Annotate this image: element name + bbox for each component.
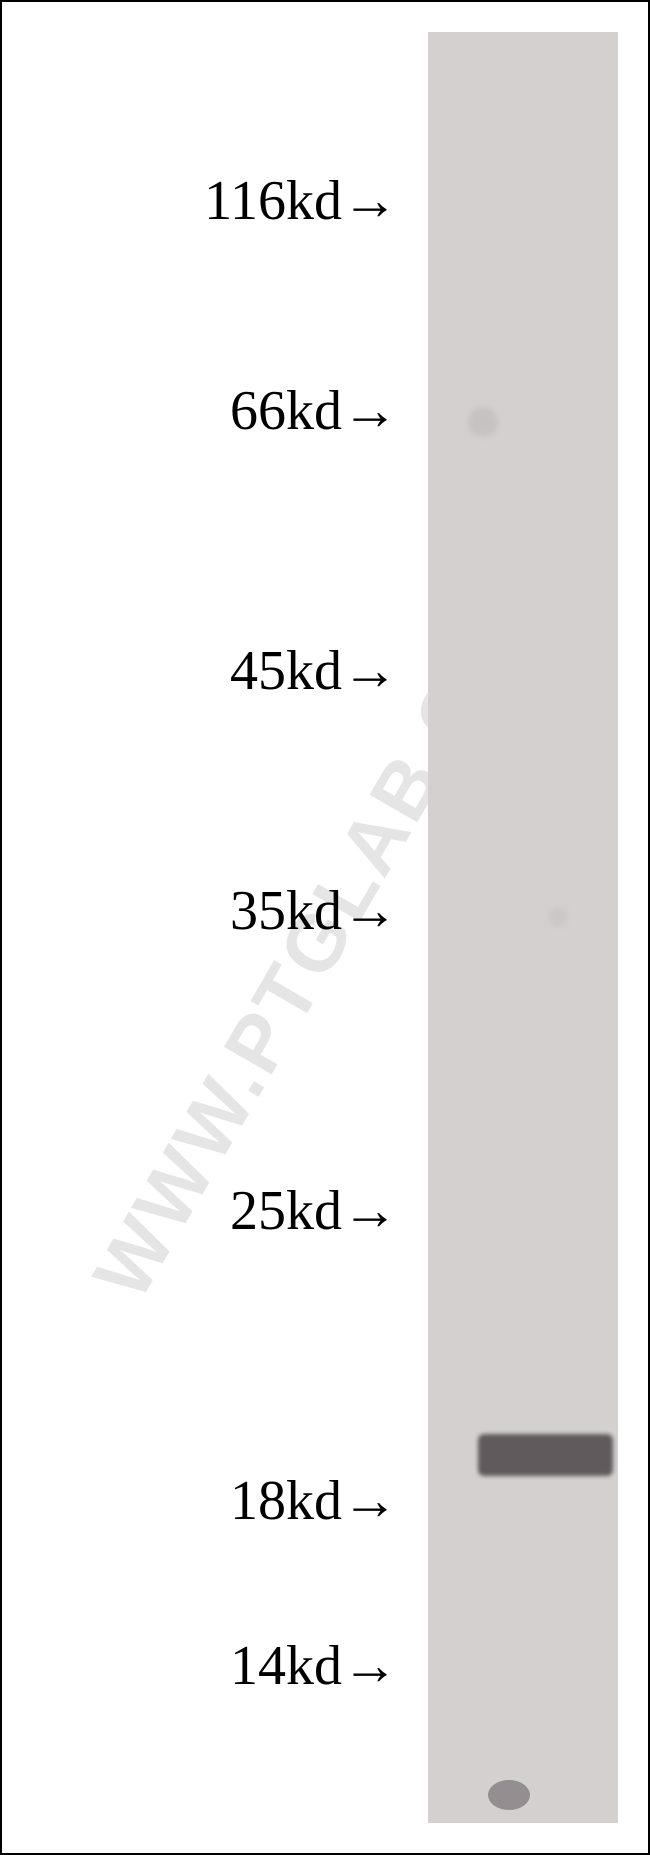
gel-lane [428,32,618,1823]
blot-container: WWW.PTGLAB.COM 116kd→66kd→45kd→35kd→25kd… [0,0,650,1855]
marker-label: 14kd→ [230,1634,398,1698]
marker-label: 18kd→ [230,1469,398,1533]
faint-mark [468,407,498,437]
marker-label: 45kd→ [230,639,398,703]
marker-label: 116kd→ [204,169,398,233]
marker-label: 66kd→ [230,379,398,443]
faint-mark [548,907,568,927]
marker-label: 35kd→ [230,879,398,943]
smudge [488,1780,530,1810]
protein-band [478,1434,613,1476]
marker-label: 25kd→ [230,1179,398,1243]
